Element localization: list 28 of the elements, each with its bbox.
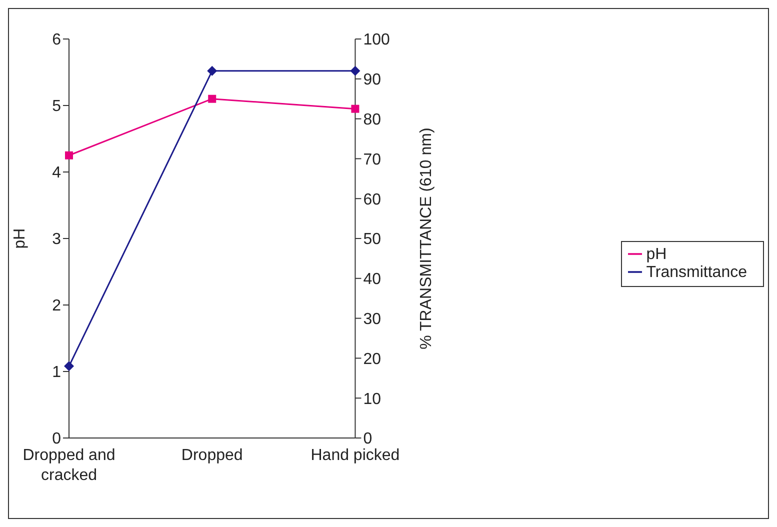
y-tick-label: 2 xyxy=(52,298,62,315)
y2-tick-label: 60 xyxy=(363,191,382,208)
y2-tick-label: 90 xyxy=(363,72,382,89)
point xyxy=(351,104,360,113)
point xyxy=(65,151,73,160)
y2-tick-label: 40 xyxy=(363,271,382,288)
y2-tick-label: 30 xyxy=(363,310,382,328)
y2-tick-label: 10 xyxy=(363,390,382,408)
y2-tick-label: 20 xyxy=(363,350,382,368)
y-tick-label: 0 xyxy=(52,430,62,448)
y-axis-title: pH xyxy=(12,228,29,249)
legend-label: Transmittance xyxy=(646,264,747,280)
x-tick-label: Dropped and cracked xyxy=(22,447,116,484)
y2-tick-label: 100 xyxy=(363,32,390,49)
y2-axis-title: % TRANSMITTANCE (610 nm) xyxy=(418,128,435,350)
y-tick-label: 6 xyxy=(52,32,62,49)
x-tick-label: Dropped xyxy=(181,447,243,464)
y-tick-label: 5 xyxy=(52,98,62,116)
y2-tick-label: 0 xyxy=(363,430,372,448)
y2-tick-label: 80 xyxy=(363,111,382,128)
point xyxy=(208,94,216,103)
y-tick-label: 1 xyxy=(52,364,62,382)
y2-tick-label: 50 xyxy=(363,231,382,248)
legend-label: pH xyxy=(646,246,667,262)
y2-tick-label: 70 xyxy=(363,151,382,168)
y-tick-label: 4 xyxy=(52,164,62,182)
y-tick-label: 3 xyxy=(52,231,62,248)
x-tick-label: Hand picked xyxy=(310,447,400,464)
